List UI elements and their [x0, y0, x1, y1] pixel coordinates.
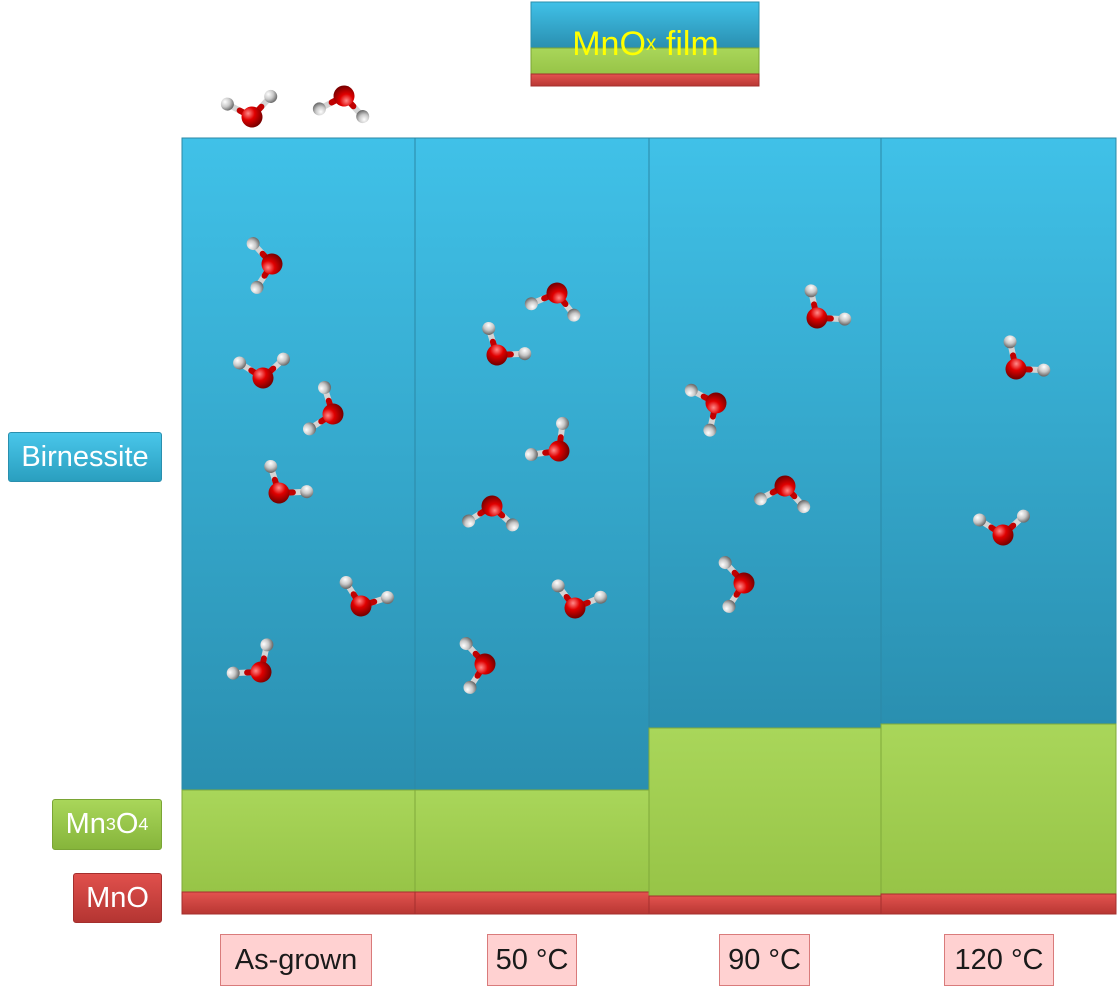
film-title-tail: film — [656, 24, 719, 63]
mn3o4-layer — [181, 789, 416, 893]
condition-label-120c: 120 °C — [944, 934, 1054, 986]
mn3o4-layer — [880, 723, 1117, 895]
film-title-base: MnO — [572, 24, 646, 63]
legend-mn3o4: Mn 3 O 4 — [52, 799, 162, 850]
mn3o4-layer — [648, 727, 882, 897]
column-as-grown — [181, 137, 416, 915]
birnessite-layer — [648, 137, 882, 729]
legend-mn3o4-base: Mn — [65, 808, 106, 840]
legend-birnessite: Birnessite — [8, 432, 162, 482]
condition-label-50c: 50 °C — [487, 934, 577, 986]
film-title: MnO x film — [531, 2, 760, 86]
mno-layer — [414, 891, 650, 915]
legend-mn3o4-mid: O — [115, 808, 139, 840]
column-90c — [648, 137, 882, 915]
birnessite-layer — [880, 137, 1117, 725]
birnessite-layer — [414, 137, 650, 791]
mno-layer — [648, 895, 882, 915]
birnessite-layer — [181, 137, 416, 791]
mno-layer — [880, 893, 1117, 915]
water-molecule-icon — [220, 89, 282, 132]
mno-layer — [181, 891, 416, 915]
condition-label-as-grown: As-grown — [220, 934, 372, 986]
legend-mn3o4-sub2: 4 — [138, 814, 149, 834]
film-title-sub: x — [645, 32, 657, 55]
condition-label-90c: 90 °C — [719, 934, 810, 986]
film-stack-icon — [530, 1, 760, 87]
legend-mno: MnO — [73, 873, 162, 923]
water-molecule-icon — [312, 81, 374, 124]
legend-mn3o4-sub1: 3 — [105, 814, 116, 834]
column-120c — [880, 137, 1117, 915]
column-50c — [414, 137, 650, 915]
mn3o4-layer — [414, 789, 650, 893]
